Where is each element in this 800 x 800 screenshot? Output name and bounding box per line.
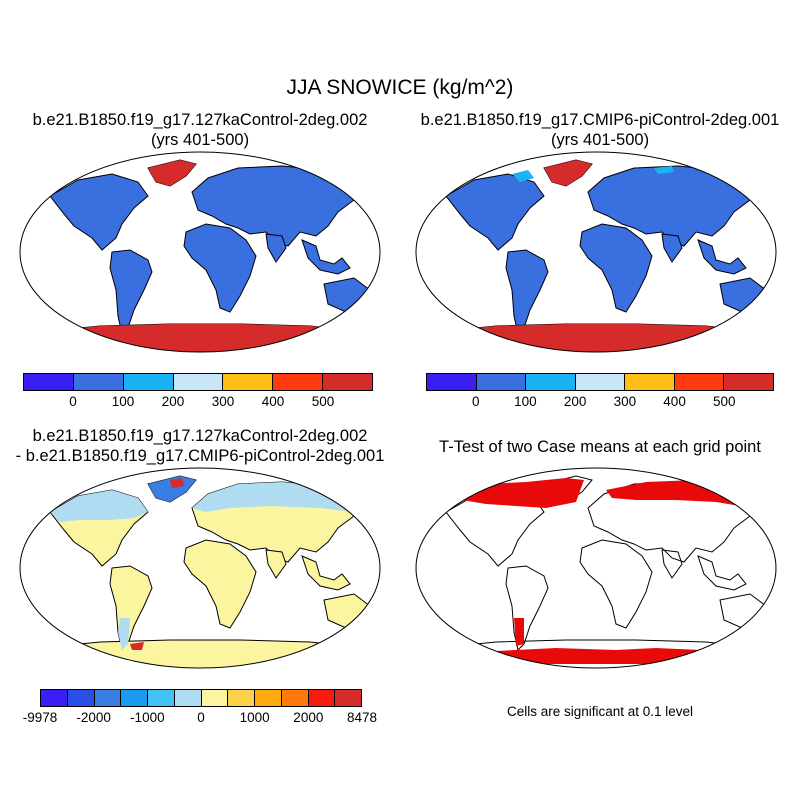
colorbar-swatch (41, 690, 68, 706)
colorbar-swatch (223, 374, 274, 390)
ttest-title-line1: T-Test of two Case means at each grid po… (439, 438, 761, 456)
ttest-note: Cells are significant at 0.1 level (506, 704, 694, 719)
colorbar-swatch (121, 690, 148, 706)
colorbar-swatch (476, 374, 527, 390)
colorbar-tick-label: 300 (613, 394, 637, 409)
patagonia-decrease (118, 618, 130, 650)
colorbar-swatch (67, 690, 95, 706)
antarctica-increase (130, 642, 144, 650)
colorbar-swatch (323, 374, 373, 390)
colorbar-swatch (575, 374, 626, 390)
colorbar-tick-label: 400 (663, 394, 686, 409)
colorbar-swatch (255, 690, 282, 706)
colorbar-tick-label: 100 (111, 394, 135, 409)
arctic-islands-snow (512, 170, 534, 182)
colorbar-tick-label: 0 (471, 394, 480, 409)
case2-title-line1: b.e21.B1850.f19_g17.CMIP6-piControl-2deg… (420, 111, 780, 129)
colorbar-tick-label: 1000 (239, 710, 270, 725)
greenland-increase (170, 478, 184, 488)
colorbar-swatch (674, 374, 725, 390)
case2-title-line2: (yrs 401-500) (550, 131, 650, 149)
colorbar-tick-label: -9978 (22, 710, 58, 725)
colorbar-swatch (228, 690, 255, 706)
colorbar-tick-label: 500 (713, 394, 736, 409)
colorbar-swatch (427, 374, 477, 390)
colorbar-swatch (24, 374, 74, 390)
greenland-snow (544, 160, 592, 186)
colorbar-tick-label: 100 (514, 394, 537, 409)
figure-title: JJA SNOWICE (kg/m^2) (286, 76, 514, 99)
colorbar-tick-label: 0 (69, 394, 77, 409)
colorbar-swatch (123, 374, 174, 390)
diff-title: b.e21.B1850.f19_g17.127kaControl-2deg.00… (0, 426, 400, 466)
map-diff (19, 467, 381, 669)
colorbar-tick-label: 200 (563, 394, 587, 409)
map-case2 (415, 151, 777, 353)
colorbar-swatch (148, 690, 175, 706)
sig-antarctica (476, 648, 746, 664)
greenland-change (148, 476, 196, 502)
diff-title-line1: b.e21.B1850.f19_g17.127kaControl-2deg.00… (32, 427, 368, 445)
colorbar-swatch (94, 690, 122, 706)
colorbar-tick-label: 200 (161, 394, 185, 409)
colorbar-swatch (625, 374, 675, 390)
greenland-snow (148, 160, 196, 186)
colorbar-tick-label: 2000 (293, 710, 324, 725)
siberia-islands-snow (654, 166, 674, 174)
colorbar-tick-label: 300 (211, 394, 235, 409)
colorbar-tick-label: 500 (311, 394, 335, 409)
colorbar-swatch (173, 374, 224, 390)
colorbar-swatch (526, 374, 576, 390)
colorbar-tick-label: 0 (197, 710, 205, 725)
colorbar-swatch (73, 374, 124, 390)
colorbar-tick-label: 400 (261, 394, 285, 409)
ttest-title: T-Test of two Case means at each grid po… (400, 437, 800, 457)
case2-title: b.e21.B1850.f19_g17.CMIP6-piControl-2deg… (400, 110, 800, 150)
map-ttest (415, 467, 777, 669)
case1-title: b.e21.B1850.f19_g17.127kaControl-2deg.00… (0, 110, 400, 150)
colorbar-swatch (308, 690, 336, 706)
sig-patagonia (514, 618, 524, 646)
diff-title-line2: - b.e21.B1850.f19_g17.CMIP6-piControl-2d… (15, 447, 385, 465)
colorbar-swatch (724, 374, 774, 390)
colorbar-tick-label: 8478 (346, 710, 378, 725)
colorbar-swatch (174, 690, 202, 706)
colorbar-swatch (201, 690, 229, 706)
colorbar-tick-label: -2000 (76, 710, 111, 725)
north-america-decrease (50, 490, 148, 522)
colorbar-tick-label: -1000 (130, 710, 165, 725)
colorbar-swatch (335, 690, 361, 706)
colorbar-case1 (23, 373, 373, 391)
map-case1 (19, 151, 381, 353)
colorbar-diff (40, 689, 362, 707)
colorbar-swatch (281, 690, 309, 706)
colorbar-swatch (273, 374, 324, 390)
case1-title-line2: (yrs 401-500) (150, 131, 250, 149)
colorbar-case2 (426, 373, 774, 391)
case1-title-line1: b.e21.B1850.f19_g17.127kaControl-2deg.00… (32, 111, 368, 129)
